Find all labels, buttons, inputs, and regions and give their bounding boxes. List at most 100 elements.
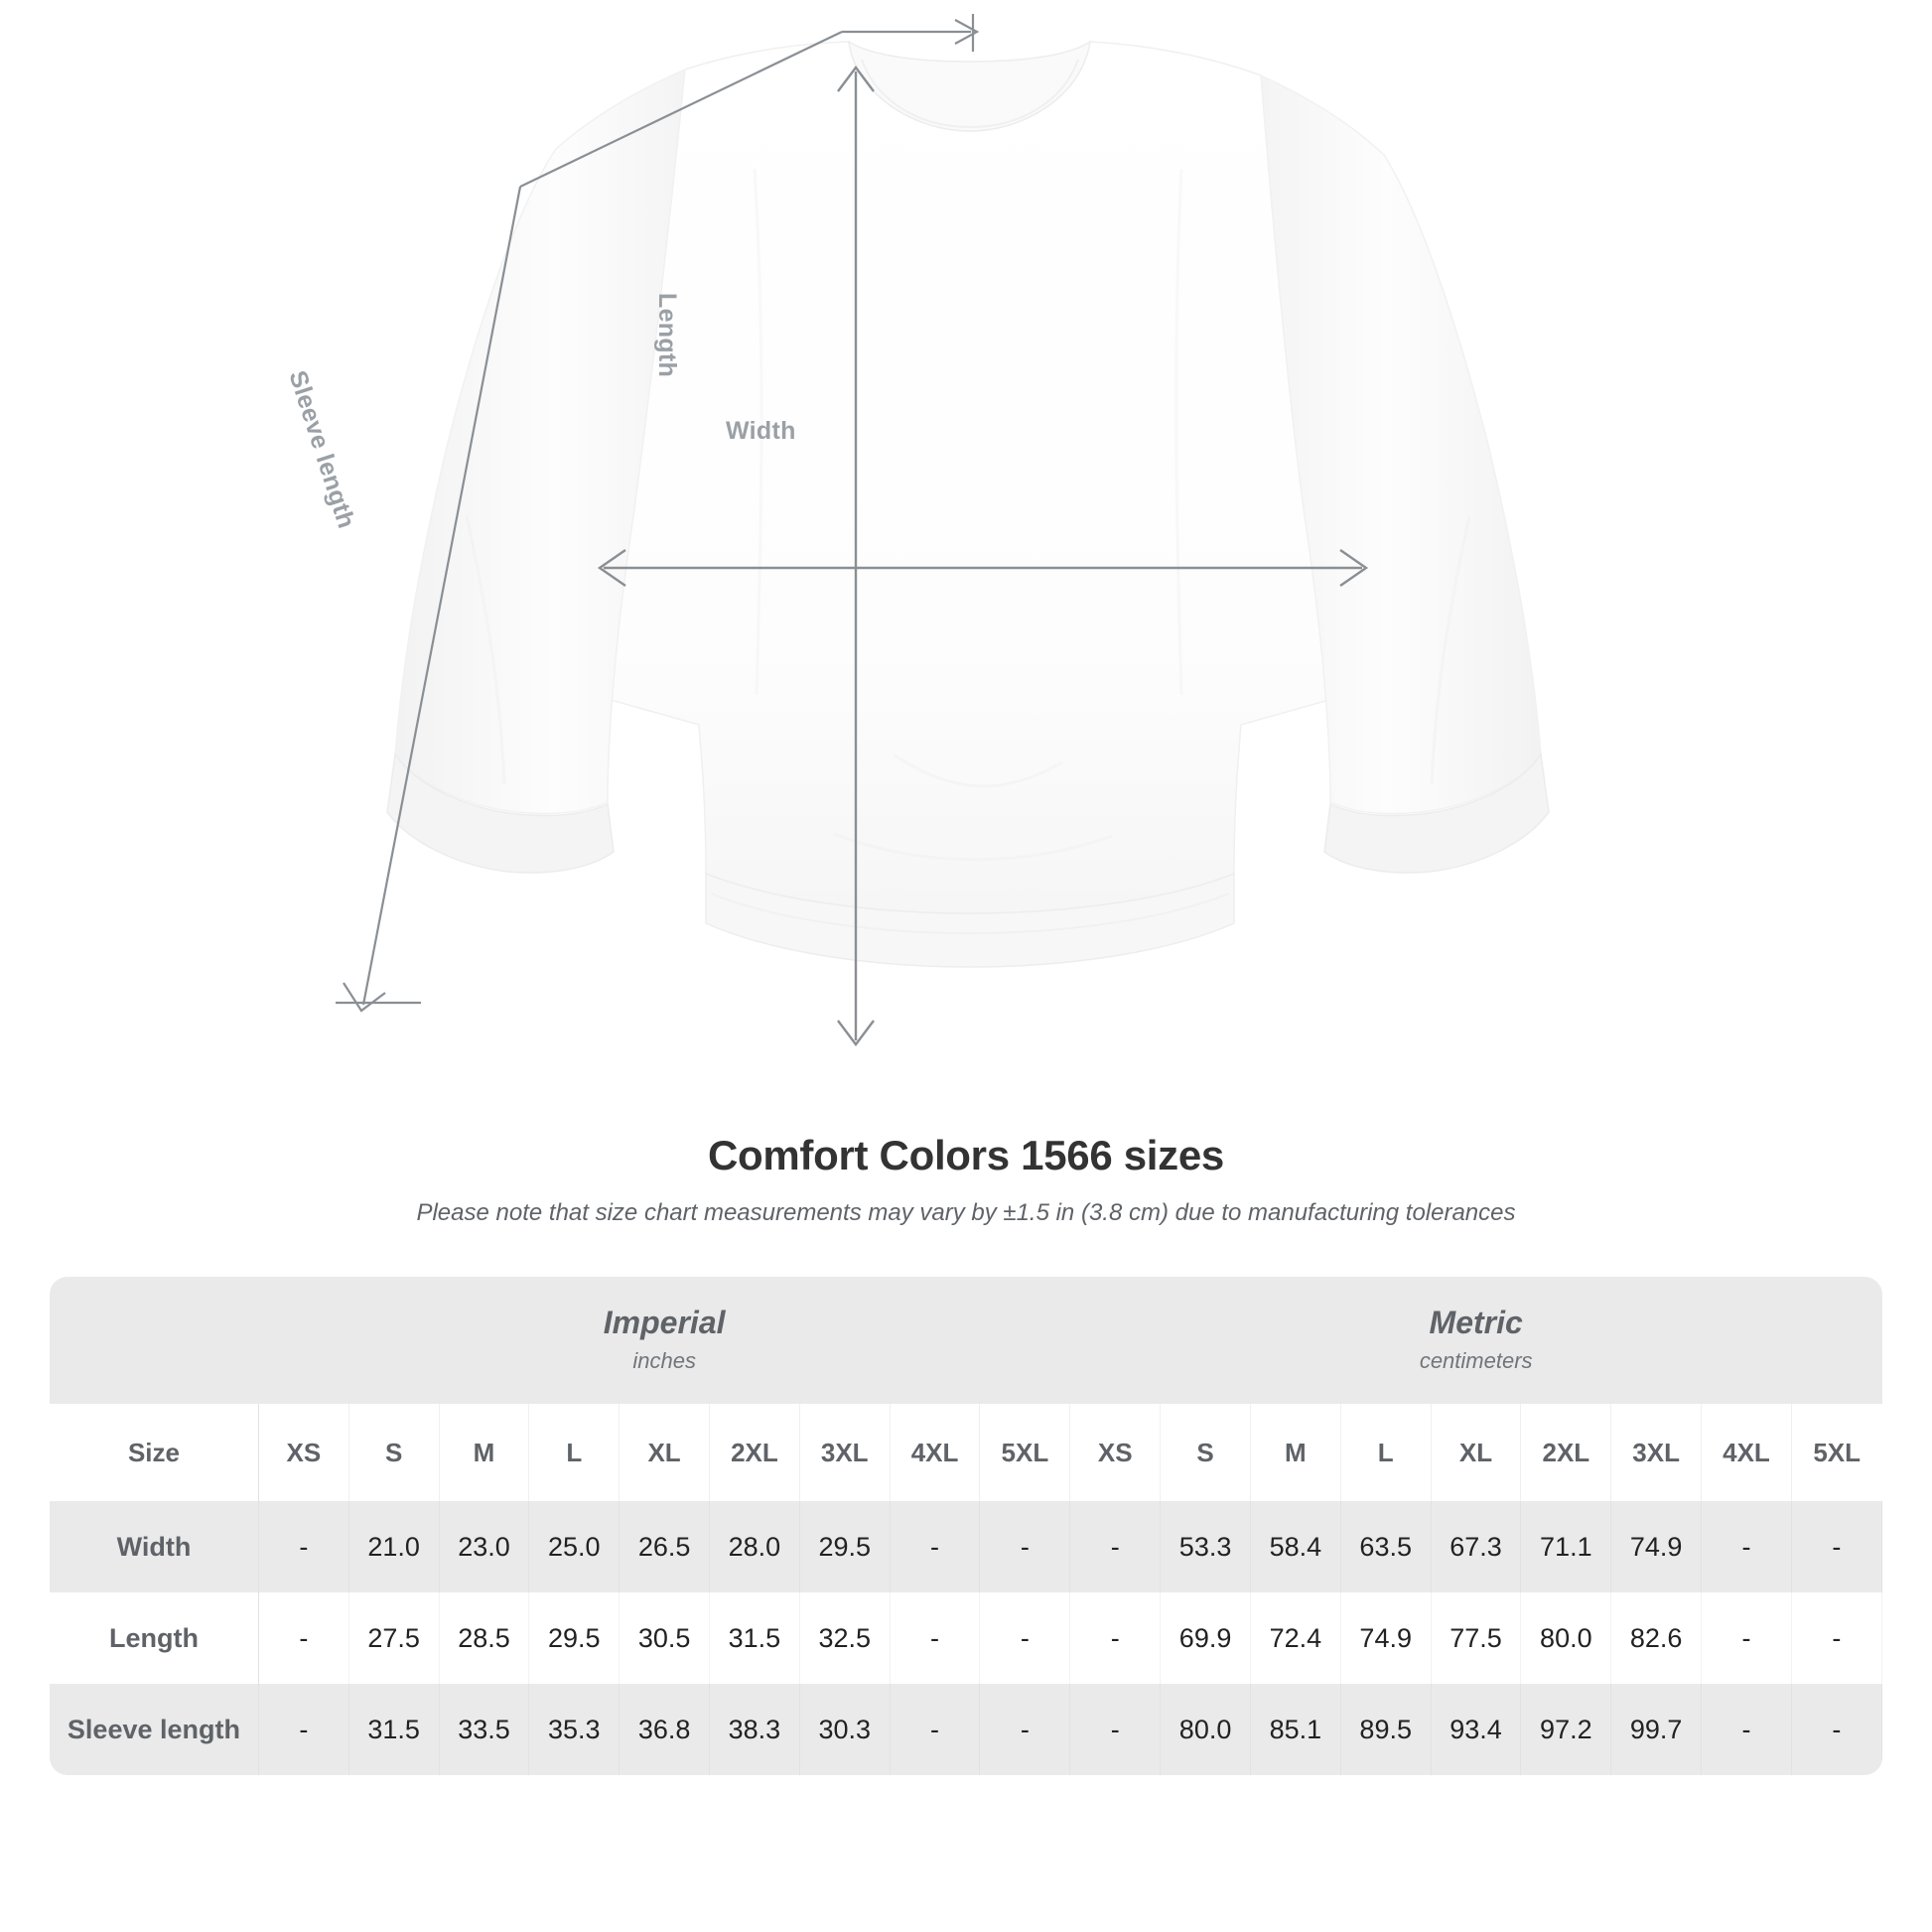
unit-group-metric-sub: centimeters: [1419, 1348, 1533, 1373]
cell-width-imperial-4xl: -: [890, 1501, 981, 1592]
cell-sleeve-imperial-xs: -: [258, 1684, 349, 1775]
cell-sleeve-imperial-xl: 36.8: [619, 1684, 710, 1775]
table-row: Length - 27.5 28.5 29.5 30.5 31.5 32.5 -…: [50, 1592, 1882, 1684]
cell-width-metric-s: 53.3: [1160, 1501, 1251, 1592]
cell-sleeve-imperial-2xl: 38.3: [709, 1684, 800, 1775]
cell-width-imperial-s: 21.0: [348, 1501, 440, 1592]
cell-width-imperial-3xl: 29.5: [799, 1501, 891, 1592]
cell-length-metric-xs: -: [1069, 1592, 1162, 1684]
tolerance-note: Please note that size chart measurements…: [416, 1199, 1516, 1226]
size-header-metric-4xl: 4XL: [1701, 1404, 1792, 1501]
cell-sleeve-imperial-m: 33.5: [439, 1684, 530, 1775]
size-table-container: Imperial inches Metric centimeters Size …: [50, 1277, 1882, 1775]
size-header-imperial-l: L: [528, 1404, 621, 1501]
unit-group-imperial-sub: inches: [632, 1348, 696, 1373]
cell-width-metric-4xl: -: [1701, 1501, 1792, 1592]
cell-width-imperial-m: 23.0: [439, 1501, 530, 1592]
title-block: Comfort Colors 1566 sizes Please note th…: [0, 1132, 1932, 1227]
cell-sleeve-metric-3xl: 99.7: [1610, 1684, 1703, 1775]
row-label-length: Length: [50, 1592, 259, 1684]
cell-width-metric-xl: 67.3: [1431, 1501, 1522, 1592]
length-measure-line: [837, 66, 875, 1046]
size-header-imperial-m: M: [439, 1404, 530, 1501]
cell-length-metric-l: 74.9: [1340, 1592, 1432, 1684]
cell-length-imperial-5xl: -: [979, 1592, 1071, 1684]
cell-length-metric-5xl: -: [1791, 1592, 1882, 1684]
cell-width-imperial-2xl: 28.0: [709, 1501, 800, 1592]
unit-header-row: Imperial inches Metric centimeters: [50, 1277, 1882, 1404]
size-header-label: Size: [50, 1404, 259, 1501]
cell-width-imperial-5xl: -: [979, 1501, 1071, 1592]
size-header-metric-xs: XS: [1069, 1404, 1162, 1501]
cell-length-imperial-m: 28.5: [439, 1592, 530, 1684]
size-header-metric-xl: XL: [1431, 1404, 1522, 1501]
left-sleeve-shape: [386, 68, 686, 874]
cell-sleeve-metric-m: 85.1: [1250, 1684, 1341, 1775]
cell-length-metric-s: 69.9: [1160, 1592, 1251, 1684]
size-header-imperial-5xl: 5XL: [979, 1404, 1071, 1501]
cell-sleeve-imperial-3xl: 30.3: [799, 1684, 891, 1775]
hem-shape: [705, 872, 1235, 968]
size-header-metric-2xl: 2XL: [1520, 1404, 1612, 1501]
cell-length-imperial-2xl: 31.5: [709, 1592, 800, 1684]
unit-corner-cell: [50, 1277, 259, 1404]
cell-sleeve-metric-s: 80.0: [1160, 1684, 1251, 1775]
cell-width-metric-xs: -: [1069, 1501, 1162, 1592]
size-header-metric-l: L: [1340, 1404, 1432, 1501]
size-header-imperial-xs: XS: [258, 1404, 349, 1501]
width-measure-line: [597, 549, 1369, 587]
cell-length-metric-m: 72.4: [1250, 1592, 1341, 1684]
cell-length-metric-3xl: 82.6: [1610, 1592, 1703, 1684]
cell-length-metric-2xl: 80.0: [1520, 1592, 1612, 1684]
cell-length-imperial-xs: -: [258, 1592, 349, 1684]
cell-length-imperial-3xl: 32.5: [799, 1592, 891, 1684]
cell-sleeve-metric-2xl: 97.2: [1520, 1684, 1612, 1775]
sweatshirt-illustration: [336, 14, 1550, 1046]
cell-sleeve-metric-l: 89.5: [1340, 1684, 1432, 1775]
cell-length-metric-xl: 77.5: [1431, 1592, 1522, 1684]
garment-body-shape: [557, 41, 1383, 914]
cell-sleeve-imperial-5xl: -: [979, 1684, 1071, 1775]
cell-length-imperial-l: 29.5: [528, 1592, 621, 1684]
cell-sleeve-metric-4xl: -: [1701, 1684, 1792, 1775]
cell-sleeve-imperial-l: 35.3: [528, 1684, 621, 1775]
cell-sleeve-metric-5xl: -: [1791, 1684, 1882, 1775]
size-header-metric-3xl: 3XL: [1610, 1404, 1703, 1501]
table-row: Width - 21.0 23.0 25.0 26.5 28.0 29.5 - …: [50, 1501, 1882, 1592]
page-title: Comfort Colors 1566 sizes: [707, 1132, 1224, 1178]
row-label-width: Width: [50, 1501, 259, 1592]
cell-length-imperial-4xl: -: [890, 1592, 981, 1684]
cell-sleeve-metric-xl: 93.4: [1431, 1684, 1522, 1775]
size-header-metric-5xl: 5XL: [1791, 1404, 1882, 1501]
size-header-row: Size XS S M L XL 2XL 3XL 4XL 5XL XS S M …: [50, 1404, 1882, 1501]
cell-width-metric-m: 58.4: [1250, 1501, 1341, 1592]
size-table: Imperial inches Metric centimeters Size …: [50, 1277, 1882, 1775]
size-header-imperial-3xl: 3XL: [799, 1404, 891, 1501]
fabric-folds: [465, 168, 1471, 862]
cell-width-metric-l: 63.5: [1340, 1501, 1432, 1592]
unit-group-metric-name: Metric: [1429, 1305, 1523, 1340]
size-header-metric-m: M: [1250, 1404, 1341, 1501]
cell-length-imperial-xl: 30.5: [619, 1592, 710, 1684]
cell-width-imperial-xl: 26.5: [619, 1501, 710, 1592]
cell-sleeve-metric-xs: -: [1069, 1684, 1162, 1775]
length-label: Length: [653, 293, 681, 378]
cell-length-imperial-s: 27.5: [348, 1592, 440, 1684]
cell-sleeve-imperial-s: 31.5: [348, 1684, 440, 1775]
cell-width-imperial-xs: -: [258, 1501, 349, 1592]
unit-group-metric: Metric centimeters: [1069, 1277, 1882, 1404]
unit-group-imperial-name: Imperial: [603, 1305, 726, 1340]
size-header-imperial-xl: XL: [619, 1404, 710, 1501]
row-label-sleeve-length: Sleeve length: [50, 1684, 259, 1775]
cell-width-metric-2xl: 71.1: [1520, 1501, 1612, 1592]
size-header-imperial-4xl: 4XL: [890, 1404, 981, 1501]
cell-width-metric-5xl: -: [1791, 1501, 1882, 1592]
size-header-imperial-2xl: 2XL: [709, 1404, 800, 1501]
collar-shape: [848, 40, 1091, 132]
table-row: Sleeve length - 31.5 33.5 35.3 36.8 38.3…: [50, 1684, 1882, 1775]
sleeve-measure-line: [336, 14, 980, 1013]
cell-length-metric-4xl: -: [1701, 1592, 1792, 1684]
size-header-imperial-s: S: [348, 1404, 440, 1501]
garment-diagram: Length Width Sleeve length: [283, 14, 1550, 1046]
